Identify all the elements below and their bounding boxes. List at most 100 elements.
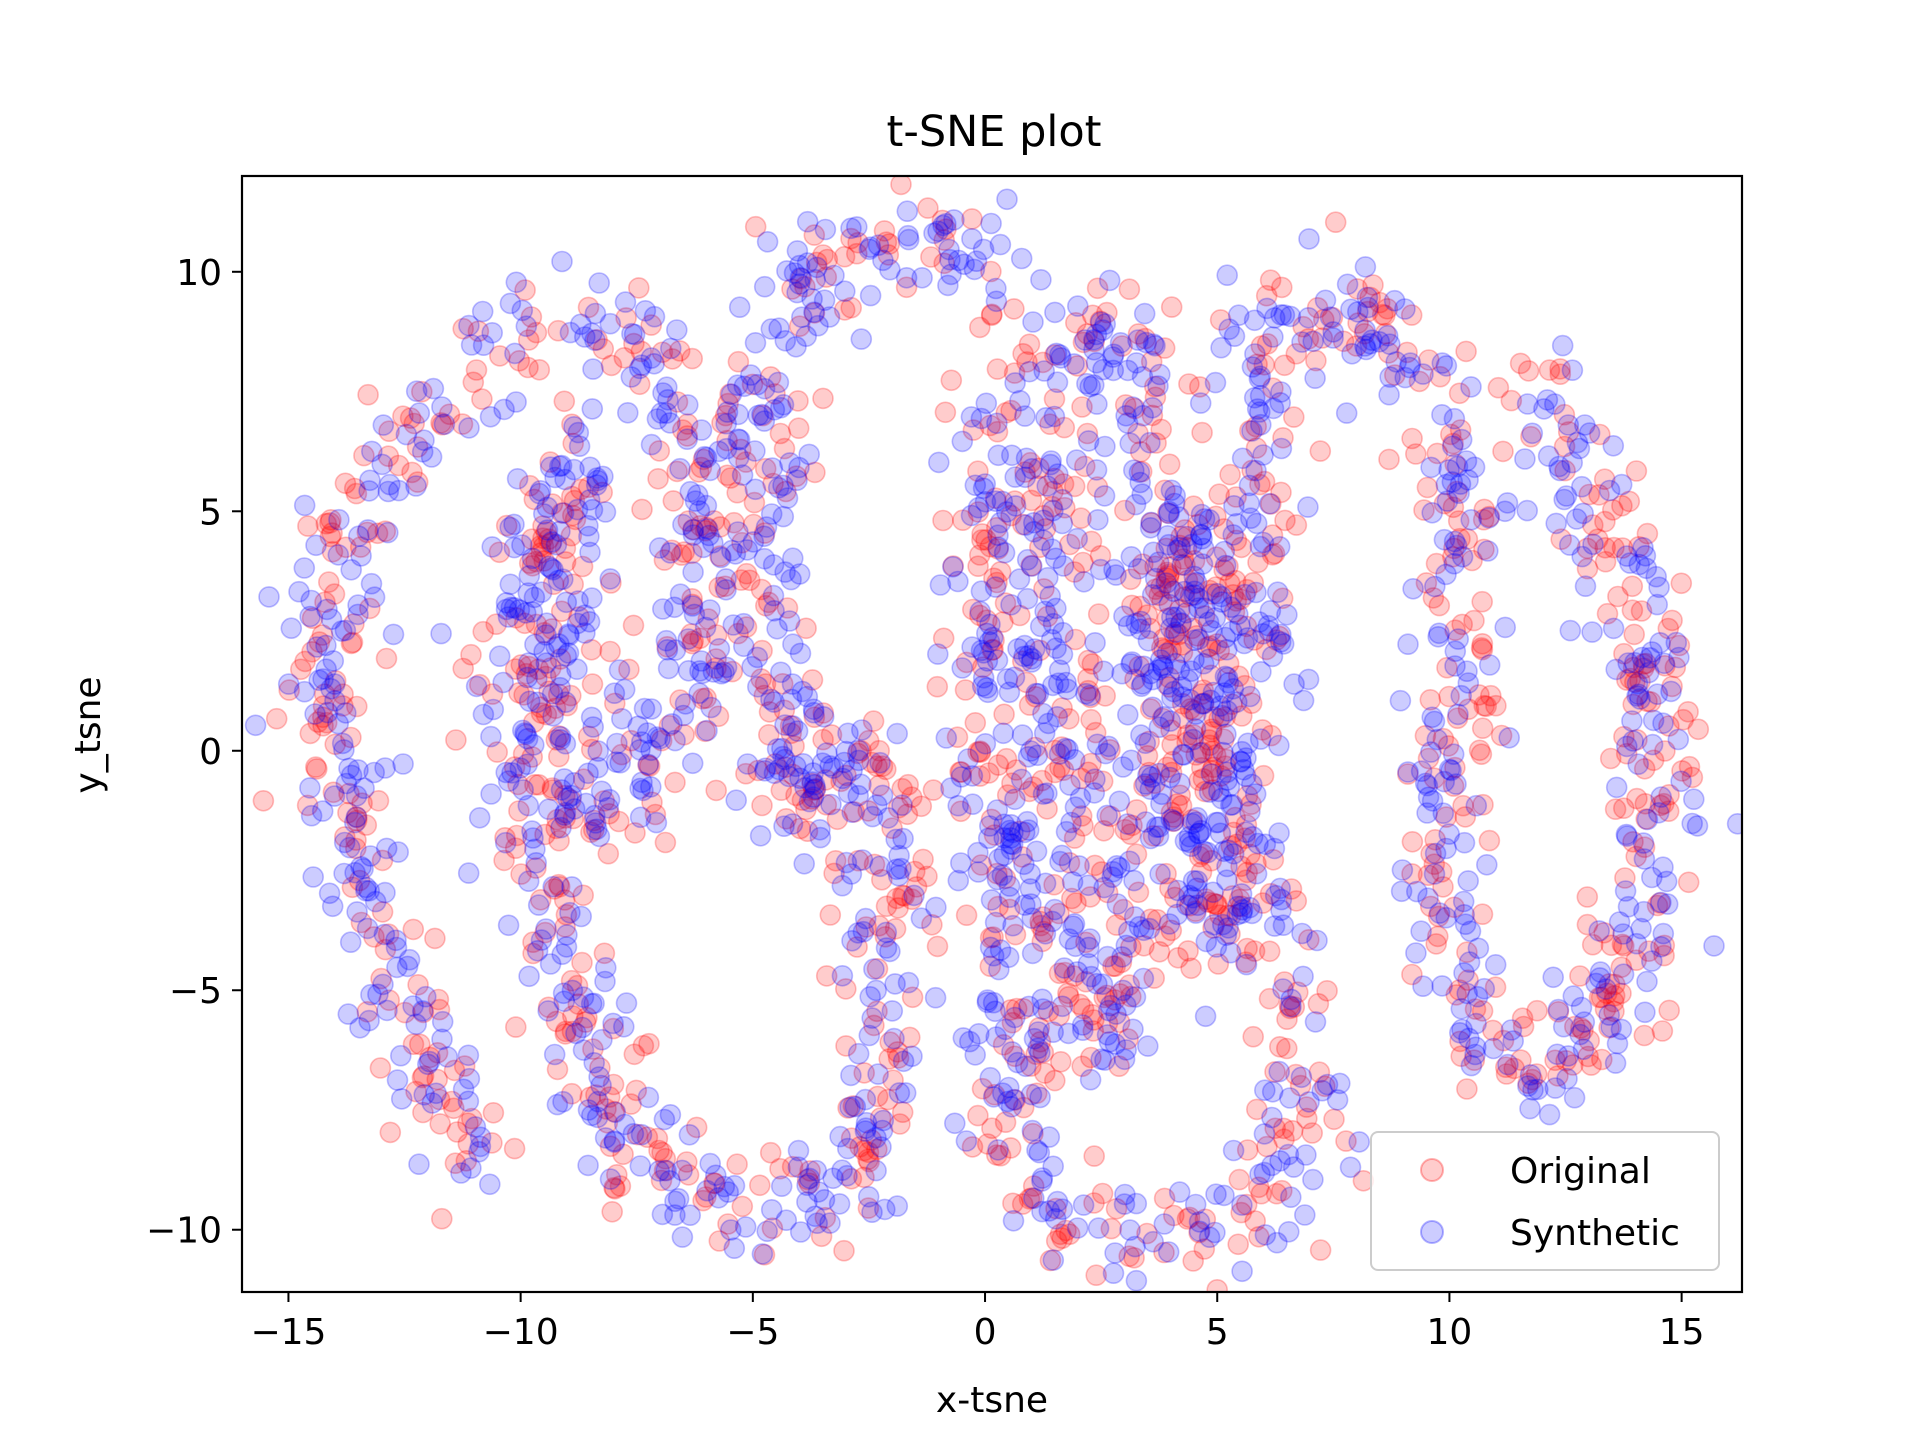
point-original	[968, 604, 991, 627]
point-original	[1603, 1000, 1625, 1023]
point-original	[591, 481, 614, 504]
point-original	[1090, 861, 1113, 883]
point-synthetic	[1605, 658, 1627, 681]
point-original	[522, 931, 544, 954]
y-tick-label: 5	[199, 492, 222, 533]
point-original	[367, 789, 390, 812]
point-synthetic	[1084, 631, 1106, 654]
point-original	[493, 849, 515, 872]
point-original	[1280, 878, 1303, 900]
point-original	[995, 747, 1018, 770]
point-original	[1678, 755, 1701, 778]
point-original	[1419, 688, 1442, 711]
point-synthetic	[1322, 321, 1344, 343]
point-original	[876, 1088, 899, 1111]
point-original	[1444, 453, 1466, 476]
point-original	[714, 575, 736, 598]
point-original	[1248, 1226, 1270, 1248]
point-original	[631, 498, 653, 521]
point-synthetic	[923, 222, 945, 245]
point-original	[803, 302, 826, 324]
point-original	[891, 777, 914, 800]
point-original	[764, 383, 786, 405]
point-synthetic	[1153, 1213, 1176, 1235]
point-synthetic	[1254, 1224, 1277, 1246]
point-synthetic	[829, 1125, 851, 1148]
point-original	[340, 726, 362, 749]
point-synthetic	[514, 722, 536, 744]
point-original	[1632, 657, 1655, 680]
point-synthetic	[1235, 747, 1257, 769]
point-synthetic	[615, 992, 638, 1014]
point-original	[1263, 542, 1286, 565]
point-original	[1461, 549, 1483, 572]
point-original	[582, 1038, 604, 1060]
point-original	[802, 779, 825, 801]
point-synthetic	[736, 753, 759, 775]
point-original	[1003, 1045, 1026, 1068]
point-original	[1117, 1028, 1139, 1050]
point-synthetic	[1231, 1260, 1253, 1283]
point-original	[1485, 694, 1507, 717]
point-original	[866, 1000, 888, 1023]
point-original	[371, 901, 394, 923]
point-synthetic	[659, 337, 682, 360]
point-original	[891, 1101, 914, 1123]
point-original	[521, 528, 543, 551]
point-synthetic	[1032, 783, 1055, 805]
point-original	[1547, 1000, 1570, 1023]
point-original	[1625, 460, 1648, 482]
point-original	[1154, 479, 1176, 502]
point-synthetic	[1061, 871, 1084, 893]
point-original	[337, 801, 359, 824]
y-tick-label: 0	[199, 732, 222, 773]
point-synthetic	[855, 1111, 878, 1134]
point-synthetic	[1144, 567, 1167, 590]
point-original	[1127, 422, 1149, 445]
point-synthetic	[1139, 431, 1161, 454]
point-original	[1251, 719, 1274, 741]
point-original	[1089, 544, 1112, 567]
point-original	[823, 862, 845, 885]
point-original	[1201, 760, 1223, 782]
point-original	[623, 1043, 646, 1066]
point-original	[759, 366, 782, 388]
point-original	[545, 817, 568, 840]
point-original	[1227, 1233, 1249, 1256]
point-synthetic	[1131, 483, 1153, 506]
point-original	[926, 675, 949, 698]
point-synthetic	[504, 342, 526, 365]
point-original	[1022, 1175, 1045, 1197]
point-synthetic	[1017, 644, 1040, 667]
point-original	[1268, 625, 1290, 648]
point-original	[1161, 733, 1183, 756]
point-original	[1093, 819, 1115, 842]
point-original	[1420, 842, 1442, 865]
point-original	[955, 651, 978, 674]
point-original	[322, 781, 345, 804]
point-original	[1070, 507, 1092, 530]
point-original	[901, 986, 924, 1009]
point-original	[1152, 627, 1175, 650]
point-original	[796, 820, 819, 843]
point-synthetic	[414, 985, 437, 1008]
point-original	[1321, 306, 1344, 329]
point-original	[1437, 735, 1460, 757]
point-synthetic	[458, 417, 480, 439]
point-original	[1158, 666, 1180, 689]
point-original	[1043, 388, 1066, 410]
point-synthetic	[1561, 359, 1584, 382]
point-synthetic	[877, 807, 900, 829]
point-original	[654, 831, 677, 854]
point-original	[648, 1139, 670, 1162]
point-original	[311, 706, 334, 729]
point-original	[1415, 572, 1438, 594]
point-original	[1653, 944, 1675, 967]
point-original	[1019, 451, 1042, 474]
point-original	[1202, 917, 1224, 939]
point-original	[983, 824, 1006, 846]
point-original	[335, 536, 357, 559]
point-synthetic	[586, 1106, 609, 1129]
point-original	[757, 723, 780, 746]
point-original	[370, 967, 392, 990]
